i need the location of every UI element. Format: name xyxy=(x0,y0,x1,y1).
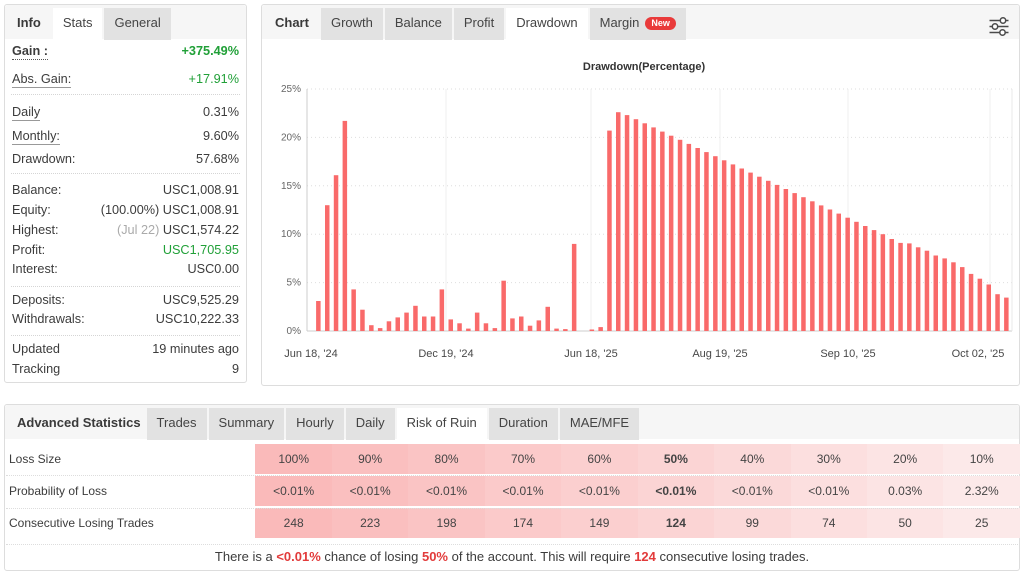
svg-text:0%: 0% xyxy=(287,326,302,337)
svg-text:Aug 19, '25: Aug 19, '25 xyxy=(692,348,747,360)
svg-text:5%: 5% xyxy=(287,278,302,289)
svg-text:Jun 18, '25: Jun 18, '25 xyxy=(564,348,617,360)
svg-text:10%: 10% xyxy=(281,229,301,240)
svg-text:25%: 25% xyxy=(281,84,301,95)
svg-text:Dec 19, '24: Dec 19, '24 xyxy=(418,348,473,360)
svg-text:20%: 20% xyxy=(281,132,301,143)
svg-text:15%: 15% xyxy=(281,181,301,192)
svg-text:Jun 18, '24: Jun 18, '24 xyxy=(284,348,337,360)
svg-text:Sep 10, '25: Sep 10, '25 xyxy=(820,348,875,360)
svg-text:Oct 02, '25: Oct 02, '25 xyxy=(952,348,1005,360)
svg-text:Drawdown(Percentage): Drawdown(Percentage) xyxy=(583,61,706,73)
